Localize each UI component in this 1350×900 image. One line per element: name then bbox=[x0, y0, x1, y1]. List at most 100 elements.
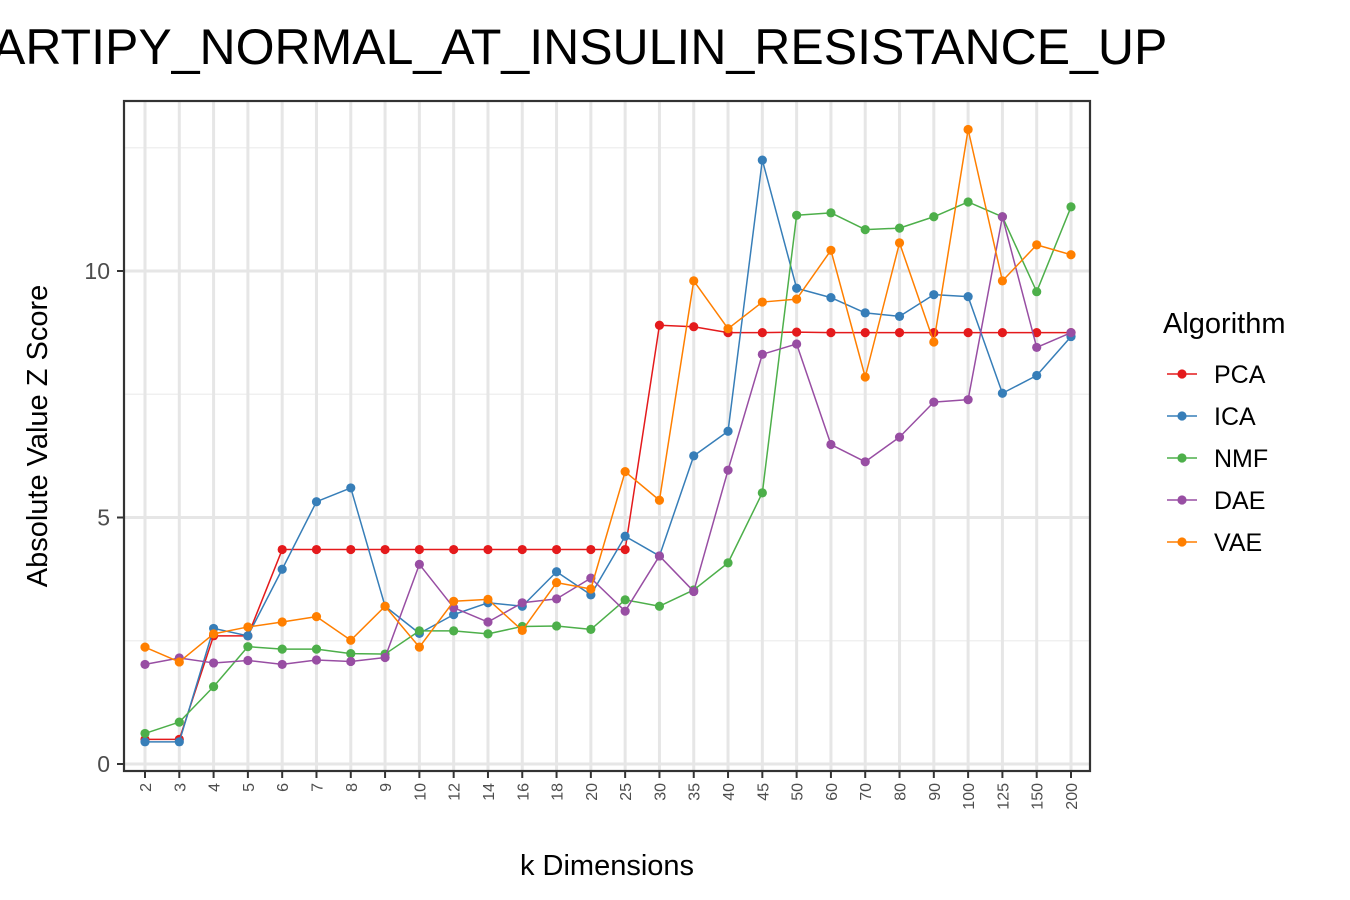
x-tick-label: 45 bbox=[755, 783, 772, 801]
data-point-dae bbox=[689, 586, 699, 597]
data-point-vae bbox=[963, 124, 973, 135]
data-point-ica bbox=[311, 497, 322, 507]
x-tick-label: 6 bbox=[275, 783, 292, 792]
data-point-pca bbox=[346, 544, 356, 555]
data-point-dae bbox=[380, 652, 390, 663]
series-line-vae bbox=[144, 128, 1072, 663]
data-point-dae bbox=[414, 559, 424, 569]
data-point-pca bbox=[483, 544, 493, 555]
data-point-dae bbox=[894, 432, 905, 442]
plot-border bbox=[122, 99, 1092, 773]
data-point-nmf bbox=[929, 212, 939, 222]
x-axis-title: k Dimensions bbox=[520, 850, 694, 882]
x-tick-label: 125 bbox=[995, 783, 1012, 810]
data-point-pca bbox=[757, 328, 767, 338]
data-point-dae bbox=[997, 212, 1008, 222]
data-point-vae bbox=[174, 657, 184, 667]
legend-swatch-point bbox=[1177, 495, 1187, 505]
data-point-ica bbox=[346, 483, 356, 493]
x-tick-label: 60 bbox=[824, 783, 841, 801]
data-point-vae bbox=[929, 337, 939, 347]
data-point-nmf bbox=[620, 595, 630, 605]
data-point-nmf bbox=[963, 197, 973, 207]
data-point-nmf bbox=[654, 601, 665, 611]
legend-item-ica: ICA bbox=[1167, 403, 1256, 431]
y-axis-title: Absolute Value Z Score bbox=[22, 285, 54, 588]
data-point-vae bbox=[380, 601, 390, 611]
y-tick-label: 5 bbox=[97, 505, 110, 531]
x-tick-label: 200 bbox=[1064, 783, 1081, 810]
data-point-vae bbox=[723, 324, 733, 334]
data-point-dae bbox=[140, 659, 150, 670]
x-tick-label: 7 bbox=[309, 783, 326, 792]
data-point-ica bbox=[723, 426, 733, 436]
data-point-pca bbox=[860, 328, 870, 338]
data-point-ica bbox=[963, 292, 973, 302]
data-point-nmf bbox=[311, 644, 322, 654]
data-point-pca bbox=[517, 544, 527, 555]
data-point-nmf bbox=[860, 224, 870, 235]
data-point-nmf bbox=[414, 626, 424, 636]
data-point-ica bbox=[277, 564, 287, 574]
data-point-dae bbox=[277, 659, 287, 670]
data-point-vae bbox=[1066, 250, 1076, 260]
data-point-ica bbox=[894, 311, 905, 321]
data-point-nmf bbox=[277, 644, 287, 654]
data-point-nmf bbox=[346, 648, 356, 659]
data-point-dae bbox=[208, 658, 219, 668]
data-point-dae bbox=[311, 655, 322, 665]
data-point-vae bbox=[483, 594, 493, 604]
data-point-nmf bbox=[757, 488, 767, 498]
data-point-dae bbox=[1032, 342, 1042, 353]
data-point-ica bbox=[689, 451, 699, 461]
x-tick-label: 25 bbox=[618, 783, 635, 801]
data-point-nmf bbox=[1066, 202, 1076, 212]
data-point-vae bbox=[894, 238, 905, 248]
data-point-pca bbox=[997, 328, 1008, 338]
x-tick-label: 20 bbox=[584, 783, 601, 801]
data-point-ica bbox=[620, 531, 630, 541]
data-point-vae bbox=[277, 617, 287, 627]
data-point-vae bbox=[517, 625, 527, 635]
data-point-ica bbox=[174, 737, 184, 747]
x-tick-label: 50 bbox=[790, 783, 807, 801]
data-point-dae bbox=[517, 598, 527, 608]
data-point-dae bbox=[929, 397, 939, 407]
data-point-dae bbox=[551, 594, 562, 604]
x-tick-label: 16 bbox=[515, 783, 532, 801]
data-point-vae bbox=[654, 495, 665, 505]
data-point-nmf bbox=[826, 208, 836, 218]
x-tick-label: 18 bbox=[550, 783, 567, 801]
data-point-nmf bbox=[1032, 287, 1042, 297]
legend-swatch-point bbox=[1177, 537, 1187, 547]
data-point-pca bbox=[449, 544, 459, 555]
x-tick-label: 10 bbox=[412, 783, 429, 801]
data-point-nmf bbox=[586, 624, 596, 635]
data-point-nmf bbox=[208, 681, 219, 692]
data-point-pca bbox=[654, 320, 665, 330]
series-line-pca bbox=[145, 324, 1071, 741]
legend-label-pca: PCA bbox=[1214, 361, 1266, 389]
data-point-pca bbox=[1032, 328, 1042, 338]
data-point-ica bbox=[792, 283, 802, 293]
data-point-dae bbox=[826, 439, 836, 450]
legend-item-pca: PCA bbox=[1167, 361, 1266, 389]
legend-item-vae: VAE bbox=[1167, 529, 1262, 557]
data-point-dae bbox=[963, 395, 973, 405]
data-point-dae bbox=[654, 551, 665, 561]
data-point-dae bbox=[483, 617, 493, 627]
data-point-vae bbox=[689, 276, 699, 286]
x-tick-label: 5 bbox=[241, 783, 258, 792]
x-tick-label: 3 bbox=[172, 783, 189, 792]
data-point-dae bbox=[757, 349, 767, 359]
data-point-pca bbox=[894, 328, 905, 338]
data-point-nmf bbox=[140, 728, 150, 739]
data-point-dae bbox=[792, 339, 802, 349]
legend-label-ica: ICA bbox=[1214, 403, 1256, 431]
data-point-pca bbox=[551, 544, 562, 555]
series-line-dae bbox=[144, 216, 1072, 666]
data-point-nmf bbox=[483, 629, 493, 639]
legend-swatch-point bbox=[1177, 411, 1187, 421]
